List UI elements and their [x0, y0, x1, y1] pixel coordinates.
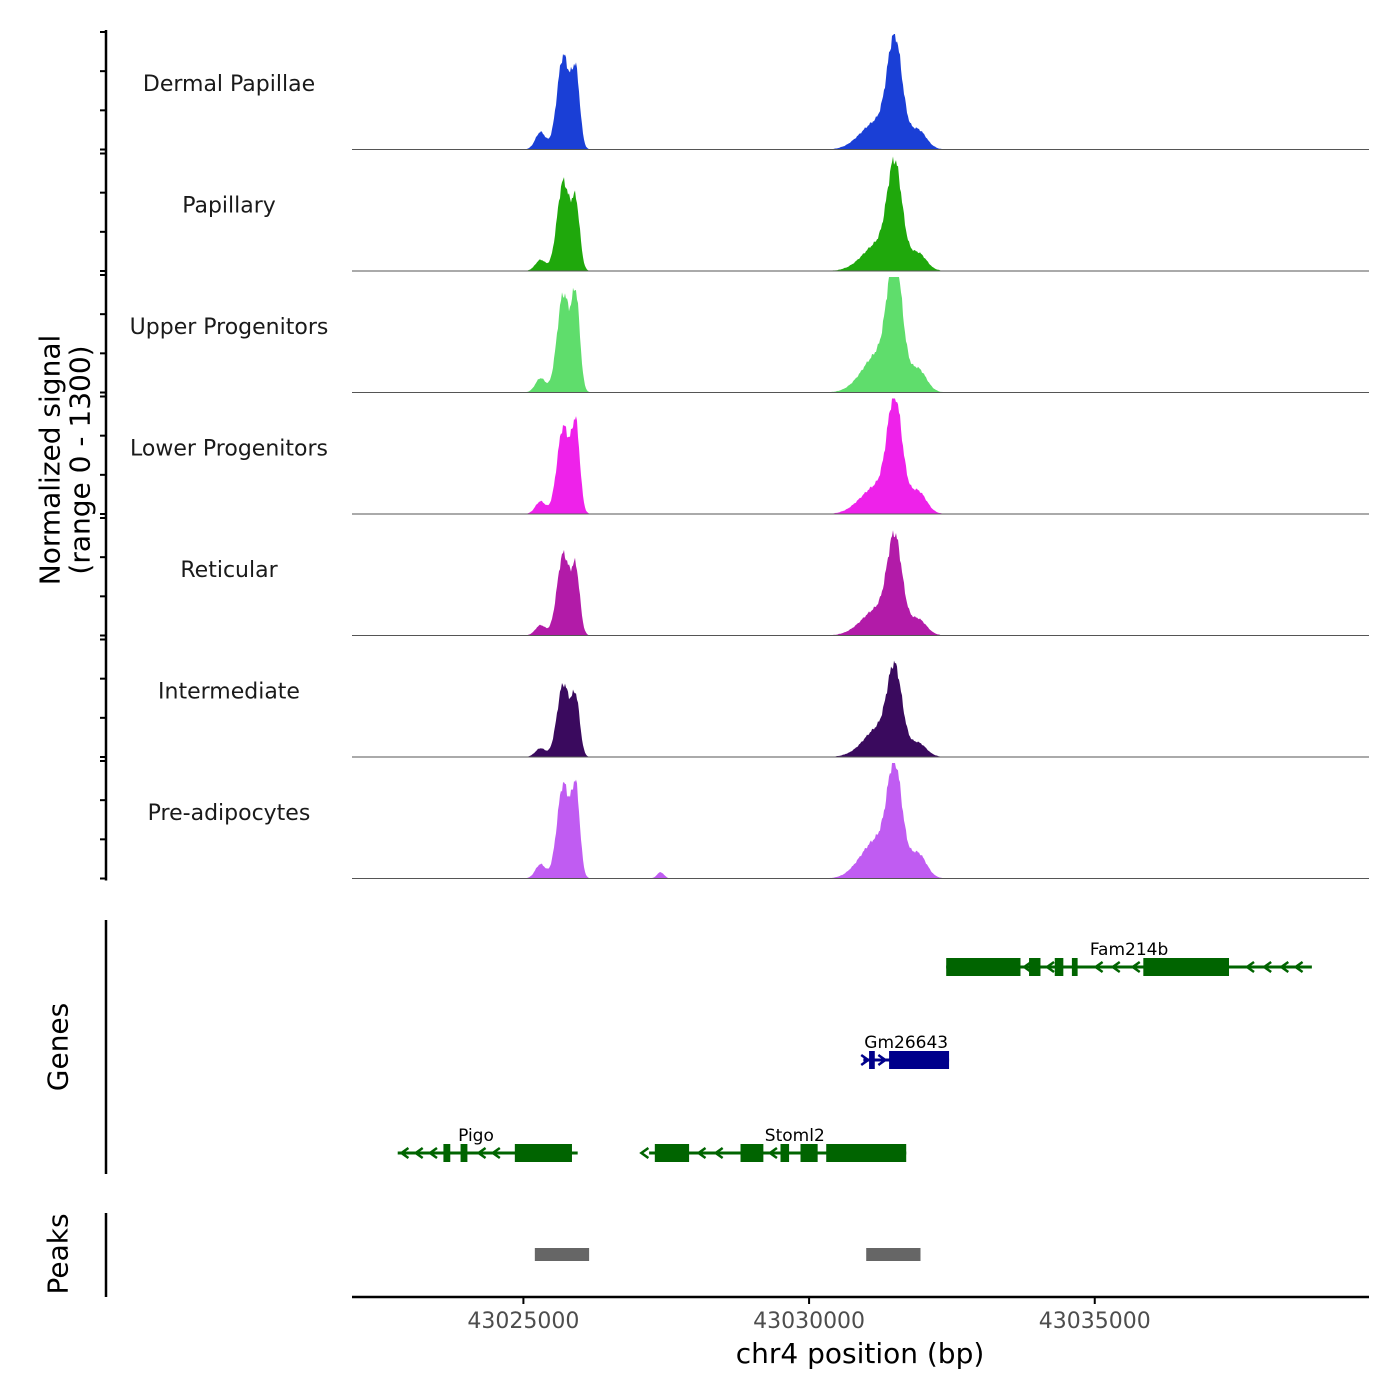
- strand-arrow: [1093, 960, 1104, 974]
- signal-tracks: Dermal Papillae Papillary Upper Progenitor…: [130, 34, 1369, 879]
- signal-area: [352, 34, 1369, 150]
- gene-exon: [780, 1144, 790, 1162]
- genes-panel-title: Genes: [42, 1003, 75, 1091]
- strand-arrow: [1110, 960, 1121, 974]
- track-label: Intermediate: [158, 680, 300, 705]
- gene-annotations: Fam214b Gm26643 Pigo Stoml2: [397, 940, 1312, 1162]
- signal-track: Pre-adipocytes: [148, 763, 1369, 879]
- signal-track: Dermal Papillae: [143, 34, 1369, 150]
- gene-exon: [654, 1144, 690, 1162]
- strand-arrow: [476, 1146, 487, 1160]
- gene-exon: [800, 1144, 818, 1162]
- peak-regions: [534, 1248, 921, 1261]
- track-label: Dermal Papillae: [143, 72, 315, 97]
- gene-exon: [740, 1144, 764, 1162]
- strand-arrow: [877, 1053, 888, 1067]
- signal-track: Reticular: [180, 530, 1369, 636]
- strand-arrow: [1279, 960, 1290, 974]
- signal-track: Papillary: [182, 156, 1369, 272]
- strand-arrow: [399, 1146, 410, 1160]
- gene-exon: [514, 1144, 572, 1162]
- axes-layer: 43025000 43030000 43035000: [100, 30, 1369, 1334]
- gene-exon: [443, 1144, 451, 1162]
- gene-exon: [460, 1144, 468, 1162]
- strand-arrow: [1022, 960, 1032, 974]
- strand-arrow: [767, 1146, 778, 1160]
- track-label: Papillary: [182, 194, 276, 219]
- x-axis-title: chr4 position (bp): [736, 1337, 985, 1370]
- peaks-panel-title: Peaks: [42, 1213, 75, 1294]
- strand-arrow: [1262, 960, 1272, 974]
- strand-arrow: [1044, 960, 1055, 974]
- strand-arrow: [413, 1146, 424, 1160]
- strand-arrow: [1244, 960, 1255, 974]
- y-axis-title: Normalized signal: [34, 335, 67, 586]
- strand-arrow: [1293, 960, 1304, 974]
- signal-area: [352, 156, 1369, 271]
- y-axis-range-subtitle: (range 0 - 1300): [64, 345, 97, 574]
- peak-region-bar: [866, 1248, 921, 1261]
- x-tick-label: 43035000: [1039, 1309, 1151, 1334]
- gene-exon: [889, 1051, 950, 1069]
- signal-track: Lower Progenitors: [130, 398, 1369, 515]
- gene-model: Gm26643: [860, 1033, 950, 1069]
- gene-exon: [946, 958, 1021, 976]
- strand-arrow: [427, 1146, 438, 1160]
- strand-arrow: [490, 1146, 501, 1160]
- gene-exon: [1029, 958, 1041, 976]
- track-label: Lower Progenitors: [130, 437, 328, 462]
- gene-exon: [1143, 958, 1230, 976]
- track-label: Reticular: [180, 558, 278, 583]
- gene-label: Pigo: [458, 1126, 494, 1146]
- gene-model: Stoml2: [639, 1126, 907, 1162]
- peak-region-bar: [534, 1248, 590, 1261]
- x-tick-label: 43025000: [467, 1309, 579, 1334]
- signal-area: [352, 277, 1369, 393]
- strand-arrow: [639, 1146, 650, 1160]
- strand-arrow: [713, 1146, 724, 1160]
- signal-area: [352, 763, 1369, 879]
- track-label: Upper Progenitors: [130, 315, 329, 340]
- gene-label: Gm26643: [864, 1033, 948, 1053]
- signal-track: Upper Progenitors: [130, 277, 1369, 393]
- strand-arrow: [860, 1053, 871, 1067]
- gene-model: Pigo: [397, 1126, 578, 1162]
- gene-exon: [1054, 958, 1064, 976]
- gene-label: Stoml2: [765, 1126, 825, 1146]
- gene-exon: [1071, 958, 1078, 976]
- signal-area: [352, 530, 1369, 636]
- gene-label: Fam214b: [1090, 940, 1168, 960]
- gene-model: Fam214b: [946, 940, 1312, 976]
- gene-exon: [826, 1144, 907, 1162]
- strand-arrow: [1130, 960, 1141, 974]
- x-tick-label: 43030000: [753, 1309, 865, 1334]
- track-label: Pre-adipocytes: [148, 801, 311, 826]
- strand-arrow: [696, 1146, 707, 1160]
- signal-area: [352, 398, 1369, 514]
- gene-exon: [869, 1051, 875, 1069]
- signal-area: [352, 660, 1369, 757]
- signal-track: Intermediate: [158, 660, 1369, 758]
